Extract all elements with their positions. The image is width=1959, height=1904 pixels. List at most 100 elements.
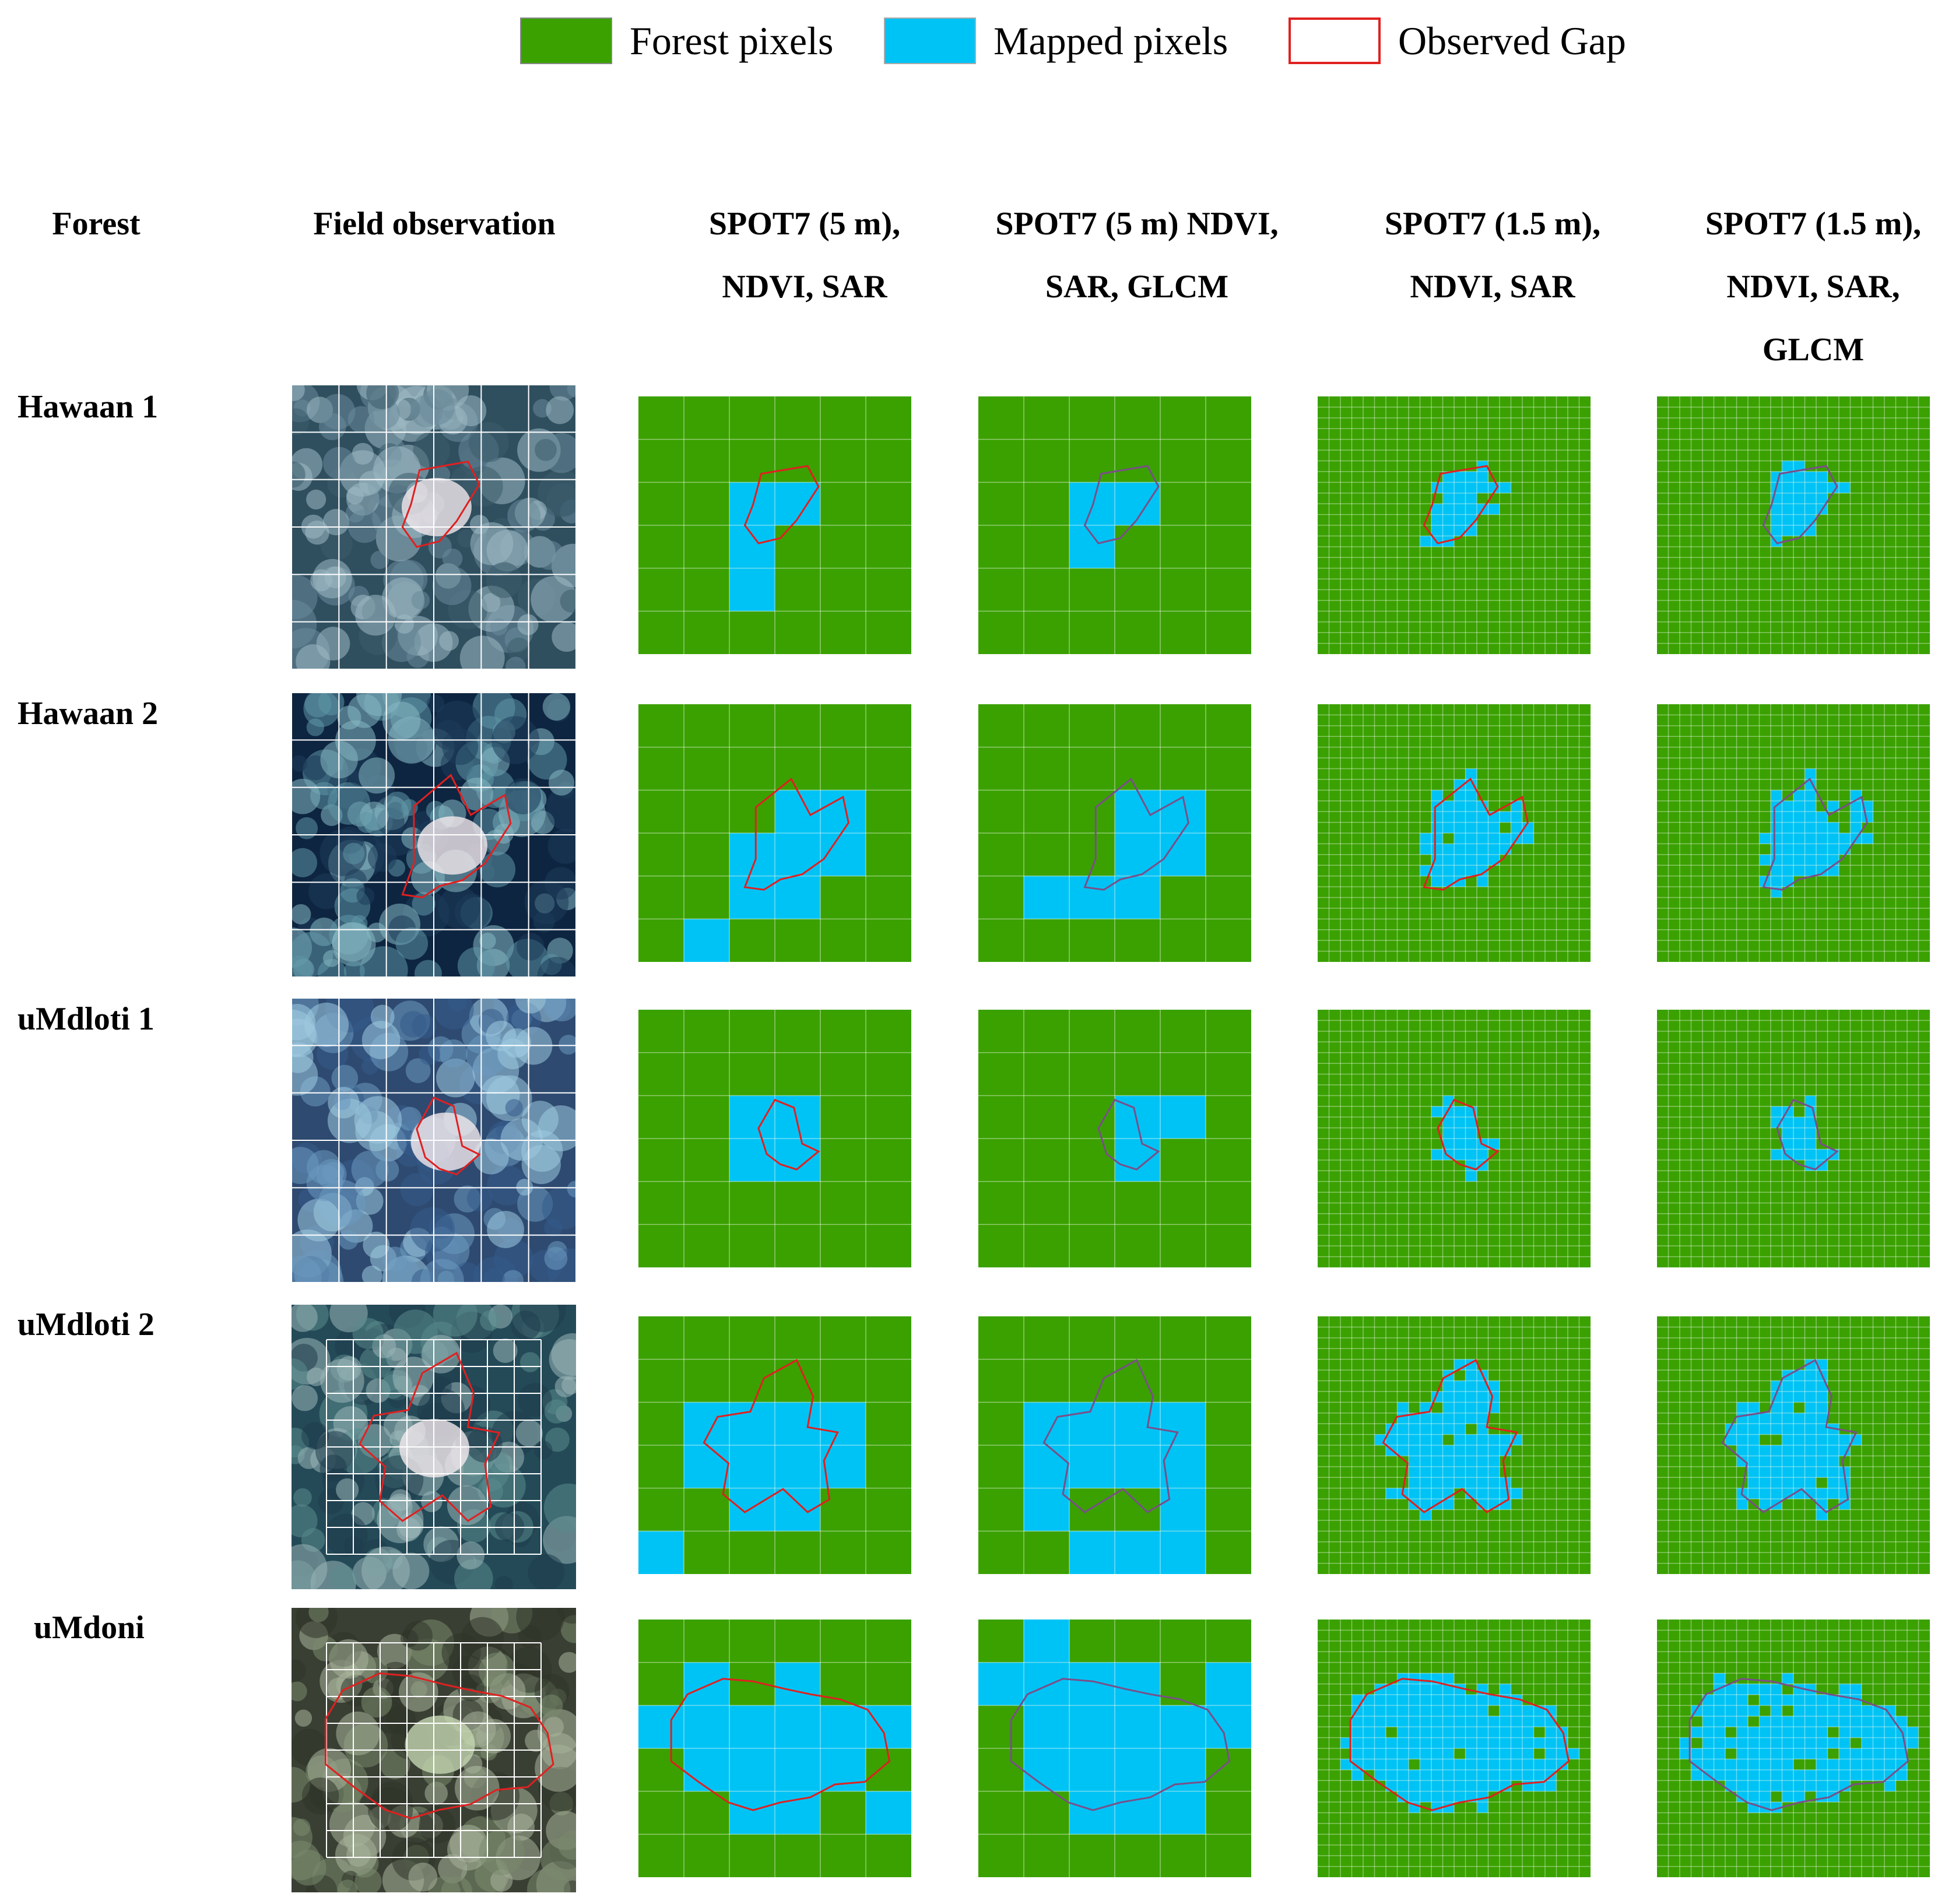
mapped-pixel <box>1465 1370 1477 1381</box>
mapped-pixel <box>1748 1488 1760 1499</box>
mapped-pixel <box>1420 1748 1431 1759</box>
mapped-pixel <box>1804 854 1816 866</box>
mapped-pixel <box>978 1662 1024 1706</box>
mapped-pixel <box>1442 854 1454 866</box>
mapped-pixel <box>1782 833 1793 844</box>
mapped-pixel <box>1500 1445 1511 1456</box>
observed-gap-outline <box>670 1678 891 1811</box>
mapped-pixel <box>1442 1759 1454 1770</box>
mapped-pixel <box>1160 1095 1206 1139</box>
mapped-pixel <box>1431 833 1443 844</box>
mapped-pixel <box>1771 1737 1782 1748</box>
mapped-pixel <box>1793 1434 1805 1445</box>
mapped-pixel <box>1442 1737 1454 1748</box>
mapped-pixel <box>1454 1106 1466 1118</box>
mapped-pixel <box>1442 1456 1454 1467</box>
mapped-pixel <box>820 1705 866 1748</box>
mapped-pixel <box>1069 482 1115 525</box>
mapped-pixel <box>1782 1117 1793 1128</box>
mapped-pixel <box>1454 790 1466 801</box>
mapped-pixel <box>1759 1684 1771 1695</box>
mapped-pixel <box>1477 822 1488 833</box>
mapped-pixel <box>1850 1684 1862 1695</box>
mapped-pixel <box>1725 1705 1737 1716</box>
mapped-pixel <box>1907 1727 1919 1738</box>
mapped-pixel <box>1736 1769 1748 1781</box>
mapped-pixel <box>1827 1694 1839 1706</box>
mapped-pixel <box>1759 1769 1771 1781</box>
mapped-pixel <box>1793 1139 1805 1150</box>
mapped-pixel <box>729 568 775 612</box>
mapped-pixel <box>1862 1705 1873 1716</box>
mapped-pixel <box>1522 822 1534 833</box>
mapped-pixel <box>1465 800 1477 812</box>
mapped-pixel <box>1793 1780 1805 1791</box>
mapped-pixel <box>1409 1673 1420 1684</box>
mapped-pixel <box>1714 1727 1725 1738</box>
mapped-pixel <box>1804 1380 1816 1392</box>
mapped-pixel <box>1759 854 1771 866</box>
row-label-umdloti-1: uMdloti 1 <box>17 1001 155 1037</box>
mapped-pixel <box>1748 1759 1760 1770</box>
mapped-pixel <box>1804 768 1816 779</box>
mapped-pixel <box>1771 1380 1782 1392</box>
mapped-pixel <box>1386 1488 1398 1499</box>
mapped-pixel <box>1488 1380 1500 1392</box>
mapped-pixel <box>1759 1466 1771 1478</box>
mapped-pixel <box>1816 812 1828 823</box>
mapped-pixel <box>775 1748 820 1791</box>
mapped-pixel <box>1759 1488 1771 1499</box>
mapped-pixel <box>1759 1716 1771 1727</box>
mapped-pixel <box>1115 790 1160 833</box>
mapped-pixel <box>1160 1402 1206 1445</box>
mapped-pixel <box>1431 1769 1443 1781</box>
mapped-pixel <box>1771 1705 1782 1716</box>
mapped-pixel <box>1363 1716 1375 1727</box>
mapped-pixel <box>1850 1716 1862 1727</box>
mapped-pixel <box>1511 1769 1522 1781</box>
classification-map <box>1657 704 1930 962</box>
classification-panel <box>978 1620 1251 1877</box>
mapped-pixel <box>1680 1737 1691 1748</box>
mapped-pixel <box>1771 1694 1782 1706</box>
mapped-pixel <box>1850 812 1862 823</box>
mapped-pixel <box>1442 471 1454 483</box>
mapped-pixel <box>1409 1424 1420 1435</box>
mapped-pixel <box>1839 482 1851 493</box>
mapped-pixel <box>1782 1402 1793 1413</box>
classification-panel <box>1318 1316 1591 1574</box>
classification-panel <box>1318 704 1591 962</box>
mapped-pixel <box>1782 461 1793 472</box>
mapped-pixel <box>1782 1139 1793 1150</box>
mapped-pixel <box>1862 1769 1873 1781</box>
header-spot7-5m-ndvi-sar-glcm: SPOT7 (5 m) NDVI, SAR, GLCM <box>956 192 1318 318</box>
mapped-pixel <box>1771 1466 1782 1478</box>
mapped-pixel <box>1465 1748 1477 1759</box>
mapped-pixel <box>1804 790 1816 801</box>
mapped-pixel <box>1024 1445 1069 1488</box>
mapped-pixel <box>1409 1791 1420 1803</box>
observed-gap-outline <box>325 1672 554 1819</box>
mapped-pixel <box>1477 812 1488 823</box>
mapped-pixel <box>1771 1727 1782 1738</box>
mapped-pixel <box>1804 1705 1816 1716</box>
mapped-pixel <box>1816 854 1828 866</box>
mapped-pixel <box>1409 1684 1420 1695</box>
classification-panel <box>978 704 1251 962</box>
mapped-pixel <box>1069 1662 1115 1706</box>
mapped-pixel <box>1477 1499 1488 1510</box>
mapped-pixel <box>1511 1705 1522 1716</box>
mapped-pixel <box>1465 1488 1477 1499</box>
mapped-pixel <box>1748 1424 1760 1435</box>
mapped-pixel <box>1771 1780 1782 1791</box>
mapped-pixel <box>1024 1748 1069 1791</box>
header-line: NDVI, SAR, <box>1726 269 1900 305</box>
mapped-pixel <box>1827 1769 1839 1781</box>
mapped-pixel <box>1420 536 1431 547</box>
row-label-hawaan-2: Hawaan 2 <box>17 695 159 732</box>
mapped-pixel <box>1793 800 1805 812</box>
classification-panel <box>1318 1620 1591 1877</box>
mapped-pixel <box>1873 1759 1884 1770</box>
classification-map <box>978 1010 1251 1267</box>
mapped-pixel <box>1782 1413 1793 1424</box>
